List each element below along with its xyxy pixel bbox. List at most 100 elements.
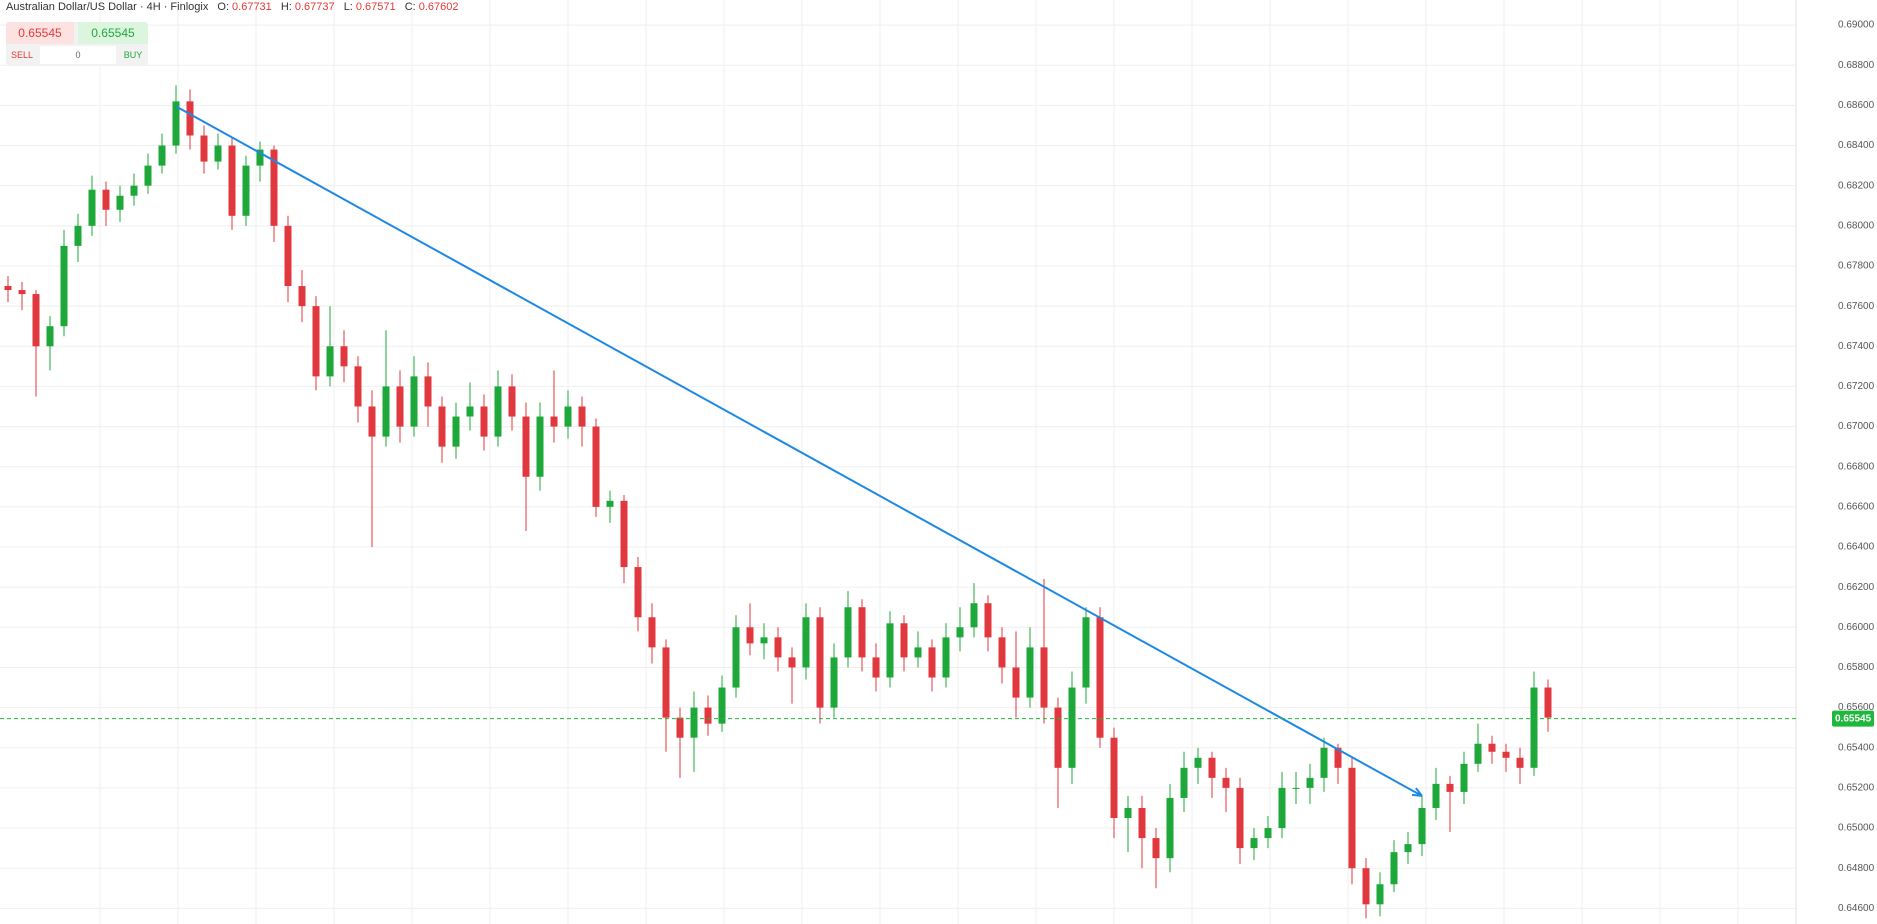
candle-body: [1376, 884, 1384, 905]
header: Australian Dollar/US Dollar · 4H · Finlo…: [6, 1, 464, 13]
candle-body: [578, 406, 586, 427]
candle-body: [508, 386, 516, 417]
candle-body: [1096, 617, 1104, 738]
y-tick-label: 0.68600: [1838, 100, 1875, 111]
trendline-arrow: [1411, 787, 1423, 797]
candle-body: [732, 627, 740, 688]
candle-body: [424, 376, 432, 407]
sell-button[interactable]: 0.65545: [6, 22, 74, 44]
symbol: Australian Dollar/US Dollar · 4H · Finlo…: [6, 1, 209, 13]
candle-body: [1082, 617, 1090, 688]
y-tick-label: 0.66600: [1838, 502, 1875, 513]
candle-body: [1180, 767, 1188, 798]
candle-body: [844, 607, 852, 658]
candle-body: [1166, 797, 1174, 859]
trade-panel: 0.65545 0.65545 SELL 0 BUY: [6, 22, 148, 66]
candle-body: [592, 426, 600, 507]
candle-body: [186, 101, 194, 136]
candle-body: [1194, 757, 1202, 768]
candle-body: [522, 416, 530, 477]
candle-body: [914, 647, 922, 658]
candle-body: [1530, 687, 1538, 768]
candle-body: [396, 386, 404, 427]
candle-body: [620, 500, 628, 568]
candle-body: [606, 500, 614, 507]
y-tick-label: 0.66000: [1838, 622, 1875, 633]
y-tick-label: 0.68200: [1838, 180, 1875, 191]
candle-body: [746, 627, 754, 644]
candle-body: [368, 406, 376, 437]
candle-body: [452, 416, 460, 447]
candle-body: [326, 346, 334, 377]
candle-body: [256, 149, 264, 166]
candle-body: [830, 657, 838, 708]
y-tick-label: 0.65800: [1838, 662, 1875, 673]
candle-body: [536, 416, 544, 477]
candle-body: [1320, 747, 1328, 778]
trendline: [175, 105, 1423, 797]
candle-body: [648, 617, 656, 648]
candle-body: [1124, 807, 1132, 819]
candle-body: [242, 165, 250, 216]
candle-body: [690, 707, 698, 738]
y-tick-label: 0.65400: [1838, 742, 1875, 753]
candle-body: [900, 623, 908, 658]
candle-body: [984, 603, 992, 638]
candle-body: [1474, 743, 1482, 764]
candle-body: [788, 657, 796, 668]
candle-body: [760, 637, 768, 644]
candle-body: [144, 165, 152, 186]
last-price-box: [1832, 710, 1874, 727]
candle-body: [1026, 647, 1034, 698]
open-label: O:: [217, 1, 230, 13]
candle-body: [858, 607, 866, 658]
y-tick-label: 0.67800: [1838, 261, 1875, 272]
candle-body: [228, 145, 236, 216]
candle-body: [172, 101, 180, 146]
y-tick-label: 0.67600: [1838, 301, 1875, 312]
candle-body: [886, 623, 894, 678]
candle-body: [802, 617, 810, 668]
candle-body: [1054, 707, 1062, 768]
candle-body: [998, 637, 1006, 668]
quantity-input[interactable]: 0: [40, 46, 116, 64]
y-tick-label: 0.68000: [1838, 220, 1875, 231]
candle-body: [60, 245, 68, 327]
candle-body: [550, 416, 558, 427]
candle-body: [312, 306, 320, 377]
low-label: L:: [343, 1, 353, 13]
candle-body: [32, 294, 40, 347]
candle-body: [704, 707, 712, 724]
candle-body: [284, 225, 292, 287]
candle-body: [1264, 828, 1272, 839]
candle-body: [4, 286, 12, 291]
candle-body: [116, 195, 124, 210]
sell-label[interactable]: SELL: [10, 50, 34, 60]
candle-body: [1460, 763, 1468, 792]
candle-body: [928, 647, 936, 678]
candle-body: [102, 189, 110, 210]
candle-body: [18, 290, 26, 295]
candle-body: [130, 185, 138, 196]
candle-body: [956, 627, 964, 638]
buy-button[interactable]: 0.65545: [78, 22, 148, 44]
candle-body: [1488, 743, 1496, 752]
candle-body: [1544, 687, 1552, 718]
candle-body: [494, 386, 502, 437]
candle-body: [970, 603, 978, 628]
candle-body: [480, 406, 488, 437]
y-tick-label: 0.65000: [1838, 823, 1875, 834]
candle-body: [340, 346, 348, 367]
candle-body: [1222, 777, 1230, 788]
candle-body: [564, 406, 572, 427]
y-tick-label: 0.68400: [1838, 140, 1875, 151]
buy-label[interactable]: BUY: [123, 50, 143, 60]
candle-body: [158, 145, 166, 166]
candle-body: [1390, 852, 1398, 885]
candle-body: [46, 326, 54, 347]
candle-body: [1040, 647, 1048, 708]
y-tick-label: 0.67000: [1838, 421, 1875, 432]
candle-body: [676, 717, 684, 738]
y-tick-label: 0.69000: [1838, 20, 1875, 31]
candle-body: [74, 225, 82, 246]
